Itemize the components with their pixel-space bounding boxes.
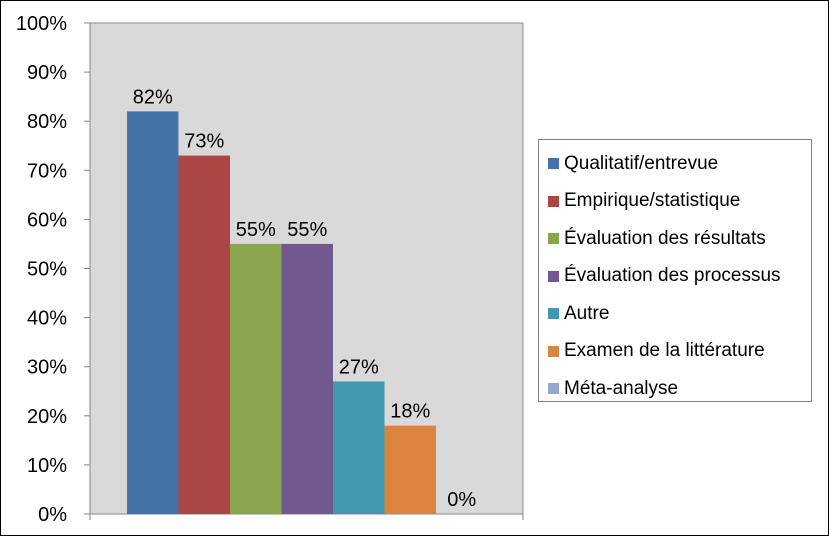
y-tick-label: 60%	[27, 209, 67, 231]
bar	[281, 243, 333, 514]
data-label: 55%	[287, 219, 327, 241]
bars	[127, 111, 436, 514]
data-label: 55%	[236, 219, 276, 241]
legend-swatch	[548, 270, 559, 282]
y-tick-label: 100%	[16, 13, 67, 35]
data-label: 27%	[339, 356, 379, 378]
y-tick-label: 40%	[27, 308, 67, 330]
legend-item: Empirique/statistique	[539, 183, 811, 221]
y-tick-label: 10%	[27, 455, 67, 477]
legend-item: Méta-analyse	[539, 370, 811, 408]
bar	[127, 111, 179, 514]
bar	[333, 381, 385, 514]
bar	[384, 425, 436, 514]
y-tick-label: 20%	[27, 406, 67, 428]
legend-label: Examen de la littérature	[564, 340, 765, 362]
data-label: 0%	[447, 489, 476, 511]
bar	[230, 243, 282, 514]
legend-item: Autre	[539, 295, 811, 333]
legend-label: Autre	[564, 302, 610, 324]
legend-label: Empirique/statistique	[564, 190, 741, 212]
legend-label: Méta-analyse	[564, 377, 679, 399]
data-labels: 82% 73% 55% 55% 27% 18% 0%	[133, 86, 477, 511]
data-label: 82%	[133, 86, 173, 108]
y-axis: 0% 10% 20% 30% 40% 50% 60% 70% 80% 90% 100%	[16, 13, 524, 526]
legend-swatch	[548, 158, 559, 170]
data-label: 18%	[390, 401, 430, 423]
y-tick-label: 30%	[27, 357, 67, 379]
legend-label: Évaluation des résultats	[564, 227, 766, 249]
legend-swatch	[548, 233, 559, 245]
y-tick-label: 80%	[27, 111, 67, 133]
legend-swatch	[548, 383, 559, 395]
y-tick-label: 70%	[27, 160, 67, 182]
legend-label: Qualitatif/entrevue	[564, 152, 719, 174]
legend-label: Évaluation des processus	[564, 265, 781, 287]
bar	[178, 155, 230, 514]
legend-item: Examen de la littérature	[539, 333, 811, 371]
legend-item: Évaluation des processus	[539, 258, 811, 296]
y-tick-label: 50%	[27, 259, 67, 281]
legend: Qualitatif/entrevue Empirique/statistique…	[538, 139, 812, 402]
y-tick-label: 0%	[38, 504, 67, 526]
legend-swatch	[548, 308, 559, 320]
legend-item: Évaluation des résultats	[539, 220, 811, 258]
legend-item: Qualitatif/entrevue	[539, 145, 811, 183]
data-label: 73%	[184, 131, 224, 153]
legend-swatch	[548, 195, 559, 207]
legend-swatch	[548, 345, 559, 357]
y-tick-label: 90%	[27, 62, 67, 84]
